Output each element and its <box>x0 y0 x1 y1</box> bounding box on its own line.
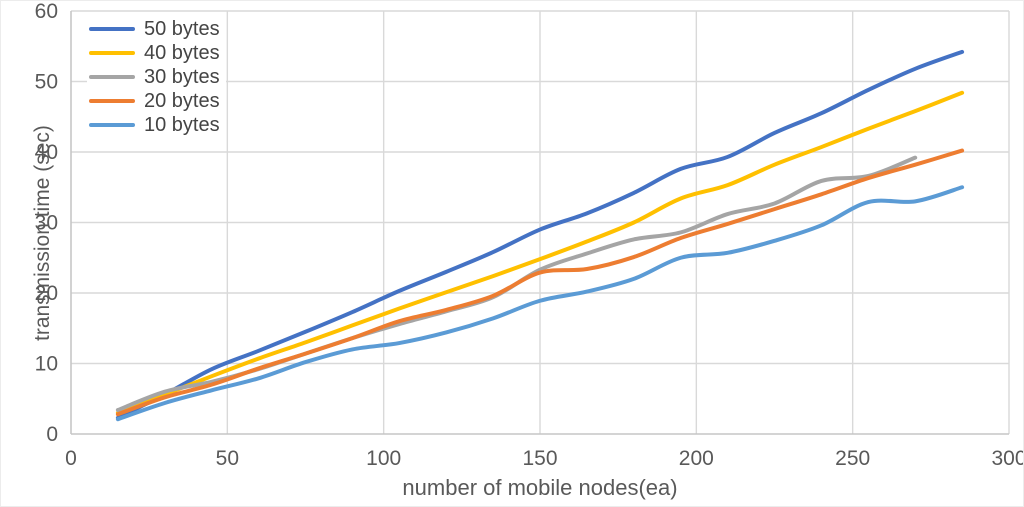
legend-item-30-bytes: 30 bytes <box>89 66 220 88</box>
x-tick-label-150: 150 <box>522 447 557 470</box>
series-line-20-bytes <box>115 148 965 417</box>
y-tick-label-60: 60 <box>35 1 58 23</box>
legend-line-swatch-10-bytes <box>89 123 135 127</box>
y-tick-label-20: 20 <box>35 282 58 305</box>
legend-line-swatch-40-bytes <box>89 51 135 55</box>
legend-label: 30 bytes <box>144 66 220 88</box>
legend-label: 20 bytes <box>144 90 220 112</box>
y-tick-label-40: 40 <box>35 141 58 164</box>
series-line-50-bytes <box>115 49 965 420</box>
legend-item-40-bytes: 40 bytes <box>89 42 220 64</box>
series-line-10-bytes <box>115 185 965 422</box>
x-tick-label-250: 250 <box>835 447 870 470</box>
chart-legend: 50 bytes 40 bytes 30 bytes 20 bytes 10 bytes <box>87 15 226 139</box>
legend-item-20-bytes: 20 bytes <box>89 90 220 112</box>
series-line-40-bytes <box>115 90 965 415</box>
legend-line-swatch-20-bytes <box>89 99 135 103</box>
y-axis-title: transmission time (sec) <box>31 125 54 341</box>
legend-item-10-bytes: 10 bytes <box>89 114 220 136</box>
x-tick-label-100: 100 <box>366 447 401 470</box>
x-axis-title: number of mobile nodes(ea) <box>402 475 678 500</box>
x-tick-label-50: 50 <box>216 447 239 470</box>
y-tick-label-0: 0 <box>46 423 58 446</box>
x-tick-label-0: 0 <box>65 447 77 470</box>
x-tick-label-300: 300 <box>991 447 1024 470</box>
y-tick-label-30: 30 <box>35 212 58 235</box>
y-tick-label-50: 50 <box>35 71 58 94</box>
y-tick-label-10: 10 <box>35 353 58 376</box>
x-tick-label-200: 200 <box>679 447 714 470</box>
legend-label: 50 bytes <box>144 18 220 40</box>
legend-line-swatch-50-bytes <box>89 27 135 31</box>
legend-label: 40 bytes <box>144 42 220 64</box>
legend-line-swatch-30-bytes <box>89 75 135 79</box>
legend-label: 10 bytes <box>144 114 220 136</box>
legend-item-50-bytes: 50 bytes <box>89 18 220 40</box>
